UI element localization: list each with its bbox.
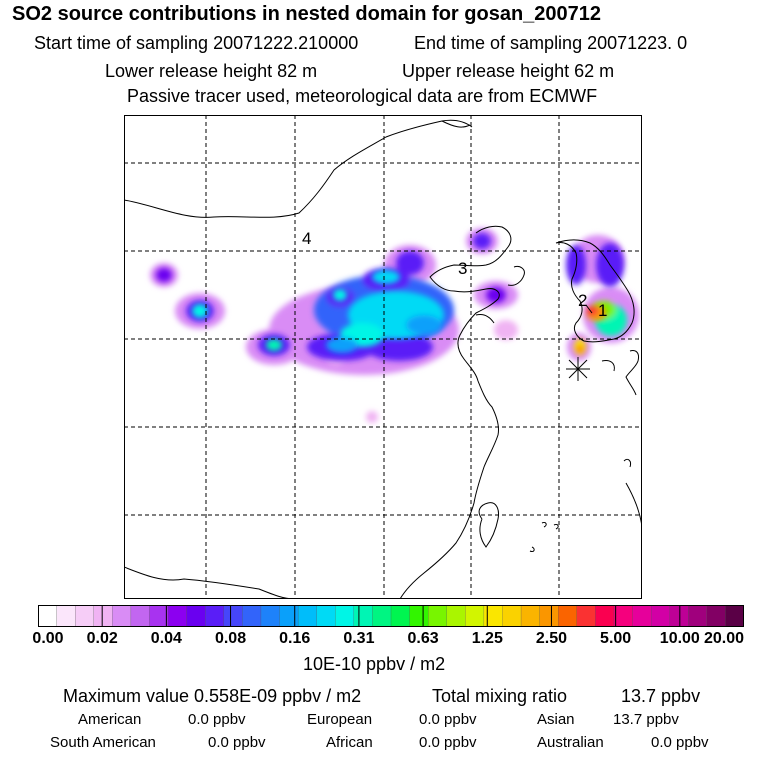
colorbar-cell <box>372 605 392 627</box>
source-label-4: 4 <box>302 229 311 248</box>
region-south-american-name: South American <box>50 734 156 751</box>
colorbar-cell <box>38 605 58 627</box>
colorbar-tick-label: 10.00 <box>659 630 700 647</box>
region-south-american-value: 0.0 ppbv <box>208 734 266 751</box>
coastline-layer <box>124 119 642 599</box>
colorbar-cell <box>520 605 541 627</box>
colorbar-cell <box>725 605 744 627</box>
total-mixing-ratio-label: Total mixing ratio <box>432 686 568 706</box>
colorbar-cell <box>186 605 206 627</box>
colorbar-cell <box>353 605 373 627</box>
colorbar-cell <box>149 605 169 627</box>
colorbar-unit: 10E-10 ppbv / m2 <box>303 654 446 674</box>
colorbar-cell <box>632 605 652 627</box>
upper-release-height: Upper release height 62 m <box>402 61 615 81</box>
colorbar-tick-label: 0.31 <box>343 630 375 647</box>
plot-title: SO2 source contributions in nested domai… <box>12 3 602 25</box>
plume-layer <box>150 228 639 423</box>
colorbar-tick-label: 20.00 <box>703 630 745 647</box>
region-australian-name: Australian <box>537 734 604 751</box>
tracer-info: Passive tracer used, meteorological data… <box>127 86 598 106</box>
end-time: End time of sampling 20071223. 0 <box>414 33 688 53</box>
colorbar-cell <box>706 605 726 627</box>
colorbar-cell <box>335 605 355 627</box>
colorbar-cell <box>446 605 466 627</box>
colorbar-cell <box>75 605 95 627</box>
colorbar-cell <box>205 605 225 627</box>
region-american-name: American <box>78 711 142 728</box>
colorbar-cell <box>223 605 243 627</box>
colorbar-cell <box>428 605 448 627</box>
colorbar-cell <box>483 605 504 627</box>
colorbar-cell <box>130 605 151 627</box>
source-label-3: 3 <box>458 259 467 278</box>
colorbar-tick-label: 0.00 <box>32 630 64 647</box>
start-time: Start time of sampling 20071222.210000 <box>34 33 359 53</box>
source-pointer-lines <box>585 304 593 314</box>
colorbar-cell <box>613 605 634 627</box>
colorbar-cell <box>93 605 113 627</box>
contribution-map: 1 2 3 4 <box>124 115 642 599</box>
colorbar-cell <box>260 605 281 627</box>
colorbar-tick-label: 0.16 <box>279 630 311 647</box>
region-asian-name: Asian <box>537 711 575 728</box>
colorbar-cell <box>390 605 411 627</box>
receptor-star-icon <box>566 357 590 381</box>
colorbar-cell <box>465 605 485 627</box>
colorbar-tick-label: 0.08 <box>214 630 247 647</box>
colorbar-tick-label: 0.02 <box>86 630 118 647</box>
region-african-name: African <box>326 734 373 751</box>
region-european-value: 0.0 ppbv <box>419 711 477 728</box>
colorbar-cell <box>650 605 671 627</box>
colorbar-tick-label: 5.00 <box>600 630 632 647</box>
colorbar-cell <box>688 605 708 627</box>
colorbar-cell <box>56 605 76 627</box>
colorbar-tick-label: 0.04 <box>150 630 182 647</box>
colorbar-cell <box>112 605 132 627</box>
colorbar-cell <box>316 605 336 627</box>
region-asian-value: 13.7 ppbv <box>613 711 679 728</box>
source-label-2: 2 <box>578 291 587 310</box>
colorbar-tick-label: 1.25 <box>471 630 503 647</box>
maximum-value: Maximum value 0.558E-09 ppbv / m2 <box>63 686 362 706</box>
region-american-value: 0.0 ppbv <box>188 711 246 728</box>
colorbar-cell <box>242 605 262 627</box>
colorbar <box>38 605 744 627</box>
colorbar-cell <box>595 605 615 627</box>
colorbar-cell <box>167 605 188 627</box>
grid-layer <box>124 115 642 599</box>
source-label-1: 1 <box>598 301 607 320</box>
colorbar-cell <box>558 605 578 627</box>
colorbar-cell <box>502 605 522 627</box>
colorbar-cell <box>539 605 559 627</box>
colorbar-cell <box>669 605 689 627</box>
region-european-name: European <box>307 711 373 728</box>
total-mixing-ratio-value: 13.7 ppbv <box>621 686 701 706</box>
colorbar-cell <box>297 605 318 627</box>
colorbar-tick-label: 2.50 <box>535 630 568 647</box>
colorbar-cell <box>576 605 596 627</box>
lower-release-height: Lower release height 82 m <box>105 61 318 81</box>
colorbar-tick-label: 0.63 <box>407 630 439 647</box>
colorbar-cell <box>279 605 299 627</box>
region-australian-value: 0.0 ppbv <box>651 734 709 751</box>
region-african-value: 0.0 ppbv <box>419 734 477 751</box>
colorbar-cell <box>409 605 429 627</box>
